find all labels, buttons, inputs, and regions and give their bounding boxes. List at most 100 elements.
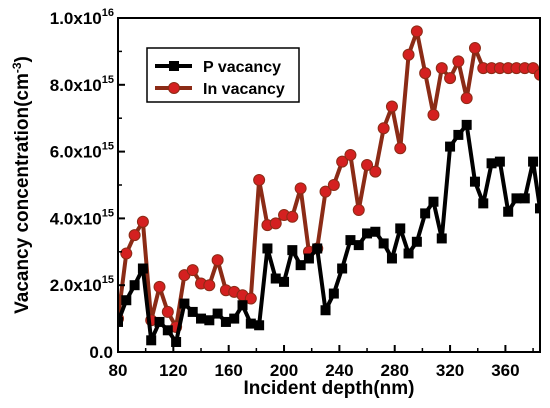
data-point-p-vacancy bbox=[204, 315, 215, 326]
series-group bbox=[118, 25, 540, 347]
data-point-p-vacancy bbox=[370, 226, 381, 237]
data-point-in-vacancy bbox=[327, 179, 340, 191]
data-point-p-vacancy bbox=[411, 236, 422, 247]
y-tick-label: 0.0 bbox=[89, 343, 113, 362]
data-point-p-vacancy bbox=[519, 193, 530, 204]
data-point-in-vacancy bbox=[534, 68, 540, 81]
x-tick-label: 80 bbox=[109, 361, 128, 380]
data-point-p-vacancy bbox=[137, 263, 148, 274]
data-point-p-vacancy bbox=[154, 316, 165, 327]
y-tick-label: 2.0x1015 bbox=[50, 274, 114, 295]
data-point-p-vacancy bbox=[511, 193, 522, 204]
data-point-p-vacancy bbox=[461, 119, 472, 130]
data-point-p-vacancy bbox=[270, 273, 281, 284]
data-point-in-vacancy bbox=[460, 92, 473, 105]
data-point-in-vacancy bbox=[410, 25, 423, 38]
data-point-in-vacancy bbox=[211, 254, 224, 267]
y-tick-label: 6.0x1015 bbox=[50, 141, 114, 162]
data-point-in-vacancy bbox=[253, 173, 266, 186]
data-point-in-vacancy bbox=[128, 229, 141, 242]
data-point-p-vacancy bbox=[453, 129, 464, 140]
data-point-in-vacancy bbox=[294, 182, 307, 195]
data-point-in-vacancy bbox=[286, 210, 299, 223]
data-point-in-vacancy bbox=[402, 48, 415, 61]
data-point-p-vacancy bbox=[486, 158, 497, 169]
x-tick-label: 360 bbox=[491, 361, 519, 380]
data-point-p-vacancy bbox=[171, 336, 182, 347]
y-axis-title: Vacancy concentration(cm-3) bbox=[10, 56, 33, 314]
x-tick-label: 280 bbox=[381, 361, 409, 380]
data-point-in-vacancy bbox=[444, 72, 457, 85]
data-point-in-vacancy bbox=[369, 165, 382, 178]
data-point-p-vacancy bbox=[303, 253, 314, 264]
data-point-in-vacancy bbox=[427, 108, 440, 121]
data-point-p-vacancy bbox=[237, 300, 248, 311]
x-tick-label: 320 bbox=[436, 361, 464, 380]
y-tick-label: 8.0x1015 bbox=[50, 74, 114, 95]
data-point-in-vacancy bbox=[244, 292, 257, 305]
data-point-p-vacancy bbox=[345, 235, 356, 246]
data-point-p-vacancy bbox=[320, 305, 331, 316]
data-point-in-vacancy bbox=[394, 142, 407, 155]
data-point-in-vacancy bbox=[161, 305, 174, 318]
axis-tick-labels: 80 120 160 200 240 280 320 360 0.0 2.0x1015 4.0x10… bbox=[50, 7, 520, 380]
legend-label-p-vacancy: P vacancy bbox=[203, 59, 281, 76]
data-point-p-vacancy bbox=[245, 318, 256, 329]
data-point-in-vacancy bbox=[336, 155, 349, 168]
data-point-in-vacancy bbox=[435, 62, 448, 75]
data-point-in-vacancy bbox=[452, 55, 465, 68]
data-point-p-vacancy bbox=[196, 313, 207, 324]
data-point-p-vacancy bbox=[469, 176, 480, 187]
data-point-p-vacancy bbox=[362, 228, 373, 239]
data-point-in-vacancy bbox=[153, 280, 166, 293]
data-point-in-vacancy bbox=[377, 122, 390, 135]
data-point-p-vacancy bbox=[229, 313, 240, 324]
data-point-p-vacancy bbox=[279, 276, 290, 287]
data-point-p-vacancy bbox=[287, 245, 298, 256]
data-point-p-vacancy bbox=[535, 203, 540, 214]
data-point-p-vacancy bbox=[129, 280, 140, 291]
data-point-p-vacancy bbox=[295, 260, 306, 271]
data-point-p-vacancy bbox=[353, 240, 364, 251]
data-point-p-vacancy bbox=[436, 233, 447, 244]
data-point-in-vacancy bbox=[136, 215, 149, 228]
data-point-in-vacancy bbox=[120, 247, 133, 260]
data-point-p-vacancy bbox=[428, 196, 439, 207]
data-point-p-vacancy bbox=[395, 223, 406, 234]
data-point-in-vacancy bbox=[468, 42, 481, 55]
data-point-p-vacancy bbox=[337, 263, 348, 274]
y-tick-label: 4.0x1015 bbox=[50, 207, 114, 228]
y-tick-label: 1.0x1016 bbox=[50, 7, 114, 28]
legend-marker-in-vacancy bbox=[168, 82, 180, 94]
data-point-p-vacancy bbox=[378, 238, 389, 249]
data-point-p-vacancy bbox=[179, 298, 190, 309]
data-point-p-vacancy bbox=[312, 243, 323, 254]
data-point-p-vacancy bbox=[220, 316, 231, 327]
data-point-p-vacancy bbox=[262, 243, 273, 254]
data-point-p-vacancy bbox=[187, 306, 198, 317]
data-point-p-vacancy bbox=[121, 295, 132, 306]
x-tick-label: 200 bbox=[270, 361, 298, 380]
data-point-p-vacancy bbox=[478, 198, 489, 209]
data-point-in-vacancy bbox=[319, 185, 332, 198]
data-point-in-vacancy bbox=[419, 67, 432, 80]
data-point-p-vacancy bbox=[445, 141, 456, 152]
legend-marker-p-vacancy bbox=[169, 61, 179, 71]
plot-series bbox=[118, 25, 540, 347]
data-point-in-vacancy bbox=[186, 264, 199, 277]
data-point-p-vacancy bbox=[420, 208, 431, 219]
legend: P vacancy In vacancy bbox=[146, 47, 300, 103]
data-point-p-vacancy bbox=[386, 253, 397, 264]
data-point-p-vacancy bbox=[328, 288, 339, 299]
data-point-p-vacancy bbox=[494, 156, 505, 167]
data-point-in-vacancy bbox=[361, 158, 374, 171]
data-point-p-vacancy bbox=[528, 156, 539, 167]
x-tick-label: 120 bbox=[159, 361, 187, 380]
data-point-p-vacancy bbox=[118, 316, 123, 327]
x-axis-title: Incident depth(nm) bbox=[244, 378, 415, 399]
data-point-in-vacancy bbox=[203, 279, 216, 292]
data-point-in-vacancy bbox=[385, 100, 398, 113]
x-tick-label: 160 bbox=[215, 361, 243, 380]
data-point-p-vacancy bbox=[403, 248, 414, 259]
